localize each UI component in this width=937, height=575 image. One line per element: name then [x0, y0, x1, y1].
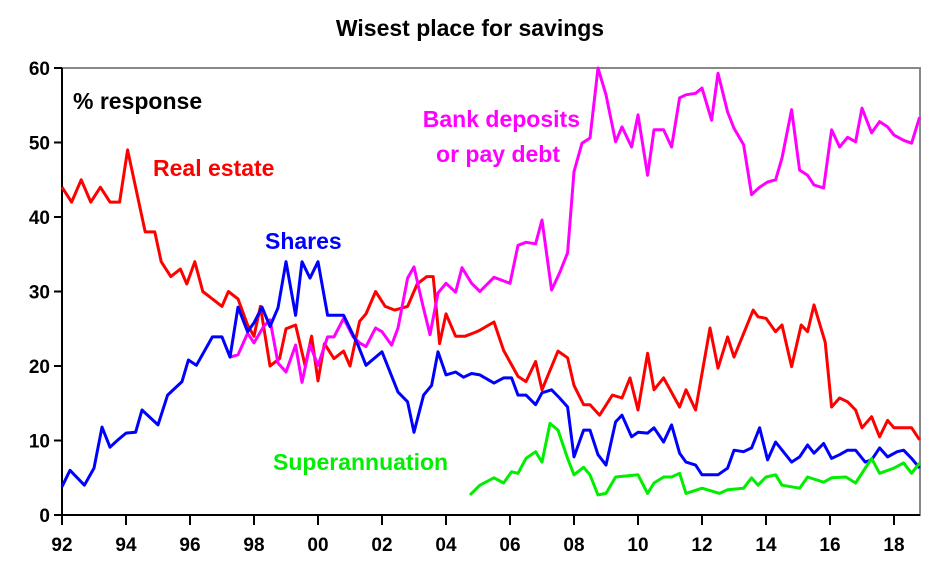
plot-frame [61, 67, 921, 516]
x-tick-label: 92 [51, 535, 72, 556]
label-real-estate: Real estate [153, 155, 274, 181]
x-tick-label: 14 [755, 535, 777, 556]
y-tick-label: 40 [29, 208, 50, 229]
y-tick-label: 60 [29, 59, 50, 80]
x-tick-label: 02 [371, 535, 392, 556]
chart-title: Wisest place for savings [336, 15, 604, 41]
y-tick-label: 10 [29, 432, 50, 453]
x-tick-label: 16 [819, 535, 840, 556]
y-tick-label: 0 [39, 506, 50, 527]
x-tick-label: 10 [627, 535, 648, 556]
x-tick-label: 00 [307, 535, 328, 556]
x-tick-label: 04 [435, 535, 457, 556]
x-tick-label: 18 [883, 535, 904, 556]
series-line-shares [60, 260, 921, 488]
x-tick-label: 12 [691, 535, 712, 556]
x-tick-label: 06 [499, 535, 520, 556]
x-tick-label: 94 [115, 535, 137, 556]
label-bank-line1: Bank deposits [423, 106, 580, 132]
y-tick-label: 20 [29, 357, 50, 378]
y-tick-label: 50 [29, 134, 50, 155]
x-tick-label: 96 [179, 535, 200, 556]
series-line-superannuation [468, 421, 921, 497]
label-shares: Shares [265, 228, 342, 254]
y-tick-label: 30 [29, 283, 50, 304]
label-bank-line2: or pay debt [436, 141, 560, 167]
label-superannuation: Superannuation [273, 449, 448, 475]
series-line-real-estate [60, 148, 921, 441]
y-axis-label: % response [73, 88, 202, 114]
x-tick-label: 98 [243, 535, 264, 556]
x-tick-label: 08 [563, 535, 584, 556]
